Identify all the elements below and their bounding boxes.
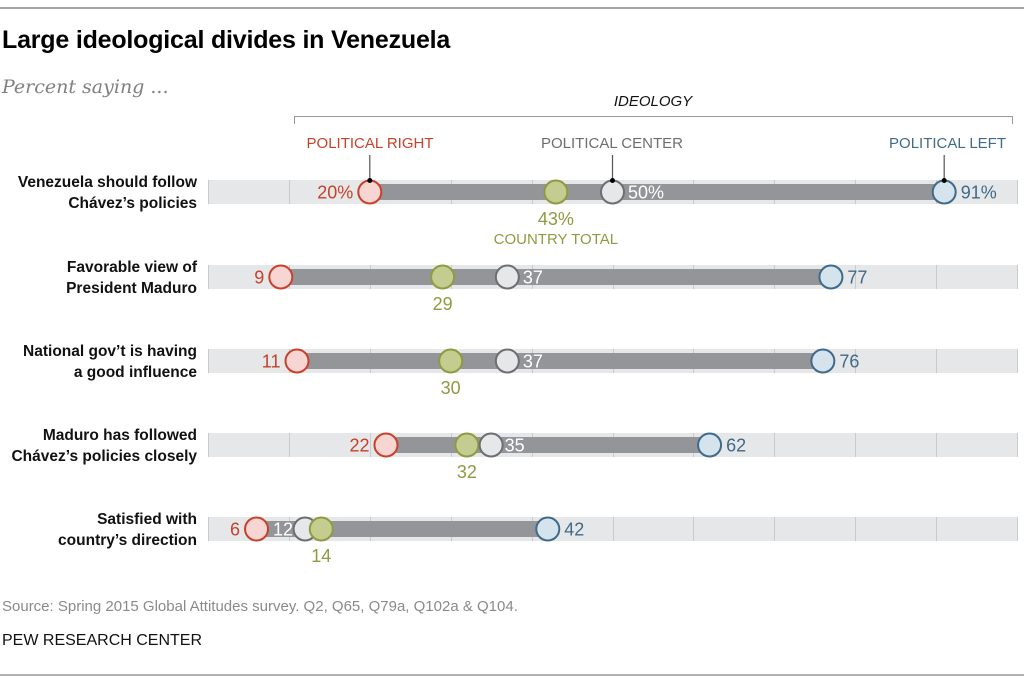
callout-dot-right	[367, 178, 373, 183]
range-bar	[280, 269, 831, 285]
dot-left	[818, 264, 844, 290]
dot-right	[357, 179, 383, 205]
dot-center	[600, 179, 625, 205]
dot-right	[244, 516, 270, 542]
dot-total	[543, 179, 569, 205]
dot-center	[494, 348, 520, 374]
dot-left	[810, 348, 836, 374]
row-label: Venezuela should follow	[18, 174, 198, 191]
credit-line: PEW RESEARCH CENTER	[2, 632, 203, 649]
value-label-right: 6	[230, 520, 240, 540]
chart-row: Maduro has followed Chávez’s policies clo…	[11, 427, 1018, 482]
row-label: National gov’t is having	[23, 343, 197, 360]
chart-row: Satisfied with country’s direction 6 42 14 12	[58, 511, 1018, 566]
chart-row: Venezuela should follow Chávez’s policies…	[18, 174, 1018, 229]
dot-left	[697, 432, 723, 458]
ideology-bracket	[294, 116, 1013, 124]
value-label-right: 20%	[317, 183, 353, 203]
row-label: a good influence	[74, 364, 198, 381]
rows: Venezuela should follow Chávez’s policies…	[11, 174, 1018, 566]
bottom-rule	[0, 674, 1024, 676]
ideology-header: IDEOLOGY	[294, 93, 1013, 124]
dot-right	[373, 432, 399, 458]
value-label-left: 91%	[961, 183, 997, 203]
value-label-total: 14	[311, 546, 331, 566]
value-label-center: 37	[523, 352, 543, 372]
ideology-label: IDEOLOGY	[614, 93, 693, 110]
row-label: country’s direction	[58, 532, 197, 549]
dot-total	[308, 516, 334, 542]
row-label: Chávez’s policies closely	[11, 448, 197, 465]
value-label-center: 50%	[628, 183, 664, 203]
dot-right	[268, 264, 294, 290]
dot-right	[284, 348, 310, 374]
source-note: Source: Spring 2015 Global Attitudes sur…	[2, 598, 518, 615]
range-bar	[385, 437, 710, 453]
dot-total	[438, 348, 464, 374]
value-label-total: 29	[433, 294, 453, 314]
value-label-left: 76	[839, 352, 859, 372]
legend-right: POLITICAL RIGHT	[307, 135, 434, 152]
chart-subtitle: Percent saying ...	[2, 76, 169, 98]
callout-dot-left	[941, 178, 947, 183]
value-label-right: 9	[254, 268, 264, 288]
row-label: President Maduro	[66, 280, 197, 297]
chart-row: Favorable view of President Maduro 9 77 29 37	[66, 259, 1018, 314]
chart-row: National gov’t is having a good influence…	[23, 343, 1018, 398]
value-label-total: 30	[441, 378, 461, 398]
value-label-center: 37	[523, 268, 543, 288]
value-label-left: 77	[847, 268, 867, 288]
dot-center	[494, 264, 520, 290]
range-bar	[369, 184, 945, 200]
legend-left: POLITICAL LEFT	[889, 135, 1006, 152]
value-label-right: 22	[349, 436, 369, 456]
value-label-center: 12	[273, 520, 293, 540]
value-label-total: 43%	[538, 209, 574, 229]
value-label-total: 32	[457, 462, 477, 482]
dot-center	[478, 432, 504, 458]
dot-left	[535, 516, 561, 542]
row-label: Chávez’s policies	[68, 195, 197, 212]
dot-total	[430, 264, 456, 290]
top-rule	[0, 7, 1024, 9]
value-label-center: 35	[505, 436, 525, 456]
row-label: Maduro has followed	[43, 427, 197, 444]
legend-center: POLITICAL CENTER	[541, 135, 683, 152]
row-label: Satisfied with	[97, 511, 197, 528]
value-label-left: 62	[726, 436, 746, 456]
legend-callouts: POLITICAL RIGHT POLITICAL CENTER POLITICAL…	[307, 135, 1006, 248]
range-bar	[296, 353, 823, 369]
value-label-right: 11	[262, 352, 281, 372]
callout-dot-center	[610, 178, 615, 183]
value-label-left: 42	[564, 520, 584, 540]
dot-total	[454, 432, 480, 458]
dot-left	[931, 179, 957, 205]
row-label: Favorable view of	[67, 259, 198, 276]
chart-title: Large ideological divides in Venezuela	[2, 26, 451, 54]
legend-total: COUNTRY TOTAL	[494, 231, 618, 248]
